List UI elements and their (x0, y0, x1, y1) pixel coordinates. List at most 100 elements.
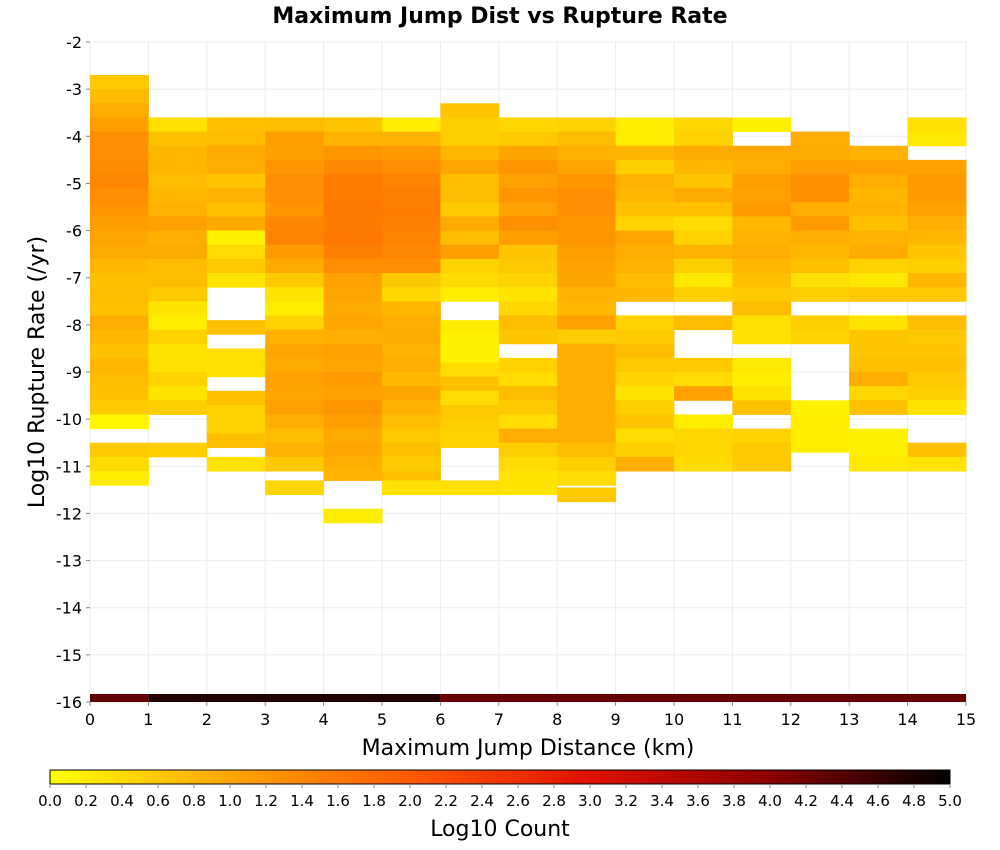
y-tick-label: -4 (66, 127, 82, 146)
heatmap-cell (206, 202, 266, 217)
heatmap-cell (323, 386, 383, 401)
heatmap-cell (148, 357, 208, 373)
heatmap-cell (790, 329, 850, 345)
x-tick-label: 13 (839, 710, 859, 729)
heatmap-cell (790, 400, 850, 415)
heatmap-cell (90, 329, 149, 345)
heatmap-cell (557, 273, 617, 288)
heatmap-cell (498, 287, 558, 302)
heatmap-cell (498, 480, 558, 496)
heatmap-cell (265, 202, 325, 217)
heatmap-cell (265, 343, 325, 359)
heatmap-cell (615, 216, 675, 232)
heatmap-cell (849, 159, 909, 175)
heatmap-cell (148, 273, 208, 288)
heatmap-cell (265, 456, 325, 472)
heatmap-cell (907, 202, 967, 217)
heatmap-cell (615, 174, 675, 189)
heatmap-cell (148, 329, 208, 345)
heatmap-cell (732, 456, 792, 472)
heatmap-cell (498, 145, 558, 161)
heatmap-cell (907, 372, 967, 387)
colorbar-tick-label: 5.0 (938, 792, 962, 810)
heatmap-cell (323, 428, 383, 444)
colorbar-tick-label: 4.2 (794, 792, 818, 810)
x-tick-label: 2 (202, 710, 212, 729)
heatmap-cell (907, 343, 967, 359)
y-tick-label: -10 (56, 410, 82, 429)
heatmap-cell (382, 287, 441, 302)
heatmap-cell (265, 386, 325, 401)
heatmap-cell (849, 400, 909, 415)
heatmap-cell (615, 315, 675, 331)
heatmap-cell (907, 315, 967, 331)
heatmap-cell (849, 287, 909, 302)
heatmap-cell (440, 258, 500, 274)
heatmap-cell (732, 329, 792, 345)
colorbar-tick-label: 0.6 (146, 792, 170, 810)
heatmap-cell (615, 357, 675, 373)
heatmap-cell (557, 117, 617, 133)
heatmap-cell (557, 188, 617, 203)
heatmap-cell (206, 456, 266, 472)
heatmap-cell (615, 372, 675, 387)
heatmap-cell (498, 442, 558, 458)
heatmap-cell (323, 117, 383, 133)
heatmap-cell (90, 230, 149, 246)
heatmap-cell (90, 400, 149, 415)
heatmap-cell (732, 188, 792, 203)
heatmap-cell (206, 117, 266, 133)
heatmap-cell (615, 329, 675, 345)
heatmap-cell (557, 372, 617, 387)
colorbar-tick-label: 2.0 (398, 792, 422, 810)
heatmap-cell (498, 315, 558, 331)
heatmap-cell (148, 386, 208, 401)
heatmap-cell (148, 244, 208, 260)
heatmap-cell (265, 400, 325, 415)
colorbar-ticks: 0.0 0.2 0.4 0.6 0.8 1.0 1.2 1.4 1.6 1.8 2.0 2.2 2.4 2… (38, 784, 962, 810)
heatmap-cell (615, 188, 675, 203)
heatmap-cell (674, 273, 733, 288)
heatmap-cell (907, 386, 967, 401)
heatmap-cell (265, 442, 325, 458)
heatmap-cell (206, 348, 266, 364)
heatmap-cell (674, 117, 733, 133)
heatmap-cell (849, 230, 909, 246)
x-tick-label: 12 (781, 710, 801, 729)
heatmap-cell (440, 230, 500, 246)
heatmap-cell (382, 202, 441, 217)
heatmap-cell (440, 405, 500, 420)
heatmap-cell (615, 428, 675, 444)
heatmap-cell (90, 301, 149, 316)
heatmap-cell (674, 159, 733, 175)
heatmap-cell (382, 273, 441, 288)
heatmap-cell (90, 442, 149, 458)
heatmap-cell (206, 230, 266, 246)
heatmap-cell (790, 188, 850, 203)
colorbar-tick-label: 0.2 (74, 792, 98, 810)
heatmap-cell (323, 301, 383, 316)
heatmap-cell (265, 216, 325, 232)
heatmap-cell (206, 145, 266, 161)
heatmap-cell (440, 174, 500, 189)
heatmap-cell (849, 315, 909, 331)
x-tick-label: 5 (377, 710, 387, 729)
heatmap-cell (907, 456, 967, 472)
y-tick-label: -11 (56, 457, 82, 476)
heatmap-cell (90, 372, 149, 387)
heatmap-cell (148, 117, 208, 133)
heatmap-cell (907, 287, 967, 302)
heatmap-cell (440, 103, 500, 118)
heatmap-cell (498, 428, 558, 444)
heatmap-cell (323, 131, 383, 147)
heatmap-cell (674, 442, 733, 458)
heatmap-cell (148, 372, 208, 387)
heatmap-cell (615, 244, 675, 260)
heatmap-cell (265, 329, 325, 345)
heatmap-cell (615, 117, 675, 133)
heatmap-cell (206, 188, 266, 203)
y-tick-label: -6 (66, 222, 82, 241)
heatmap-cell (323, 287, 383, 302)
colorbar-tick-label: 2.6 (506, 792, 530, 810)
heatmap-cell (440, 202, 500, 217)
